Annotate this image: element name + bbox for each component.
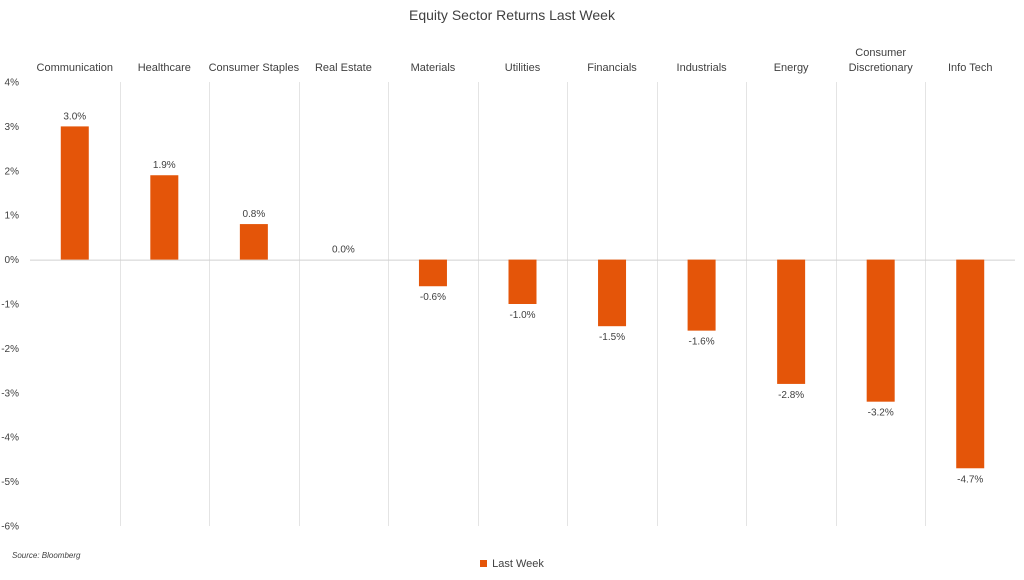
data-label: 0.8% bbox=[242, 209, 265, 220]
bar bbox=[598, 259, 627, 327]
legend: Last Week bbox=[0, 558, 1024, 570]
legend-label: Last Week bbox=[492, 558, 544, 570]
data-label: -2.8% bbox=[778, 390, 804, 401]
data-label: 0.0% bbox=[332, 245, 355, 256]
category-label: Financials bbox=[587, 62, 637, 74]
y-tick-label: -5% bbox=[1, 477, 19, 488]
bar bbox=[239, 224, 268, 260]
chart-title: Equity Sector Returns Last Week bbox=[409, 7, 616, 23]
data-labels: 3.0% 1.9% 0.8% 0.0% -0.6% -1.0% -1.5% -1.6% -2.8… bbox=[63, 111, 983, 485]
bar bbox=[866, 259, 895, 402]
category-label: Consumer Staples bbox=[209, 62, 300, 74]
category-label: Materials bbox=[411, 62, 456, 74]
bar bbox=[956, 259, 985, 469]
bar bbox=[687, 259, 716, 331]
bars bbox=[60, 126, 985, 469]
y-tick-label: -1% bbox=[1, 300, 19, 311]
category-label: Real Estate bbox=[315, 62, 372, 74]
data-label: -0.6% bbox=[420, 292, 446, 303]
y-tick-label: -3% bbox=[1, 388, 19, 399]
y-tick-label: 3% bbox=[5, 122, 20, 133]
data-label: -1.0% bbox=[509, 310, 535, 321]
category-label: Utilities bbox=[505, 62, 541, 74]
bar bbox=[418, 259, 447, 287]
y-tick-label: 0% bbox=[5, 255, 20, 266]
y-tick-label: -6% bbox=[1, 522, 19, 533]
data-label: -1.6% bbox=[689, 337, 715, 348]
data-label: 3.0% bbox=[63, 111, 86, 122]
data-label: -3.2% bbox=[868, 408, 894, 419]
category-label: Communication bbox=[37, 62, 113, 74]
bar bbox=[150, 175, 179, 260]
category-labels: Communication Healthcare Consumer Staples R… bbox=[37, 47, 993, 74]
category-label: Industrials bbox=[677, 62, 728, 74]
data-label: -1.5% bbox=[599, 332, 625, 343]
data-label: -4.7% bbox=[957, 474, 983, 485]
category-separators bbox=[120, 82, 926, 526]
legend-swatch bbox=[480, 559, 488, 567]
y-tick-label: 4% bbox=[5, 78, 20, 89]
category-label: Info Tech bbox=[948, 62, 992, 74]
y-tick-label: -2% bbox=[1, 344, 19, 355]
bar bbox=[777, 259, 806, 384]
y-axis: 4% 3% 2% 1% 0% -1% -2% -3% -4% -5% -6% bbox=[1, 78, 19, 533]
data-label: 1.9% bbox=[153, 160, 176, 171]
category-label: Energy bbox=[774, 62, 809, 74]
y-tick-label: 2% bbox=[5, 166, 20, 177]
category-label: Consumer Discretionary bbox=[849, 47, 914, 74]
source-note: Source: Bloomberg bbox=[12, 551, 81, 560]
category-label: Healthcare bbox=[138, 62, 191, 74]
bar bbox=[60, 126, 89, 260]
y-tick-label: 1% bbox=[5, 211, 20, 222]
y-tick-label: -4% bbox=[1, 433, 19, 444]
bar bbox=[508, 259, 537, 304]
